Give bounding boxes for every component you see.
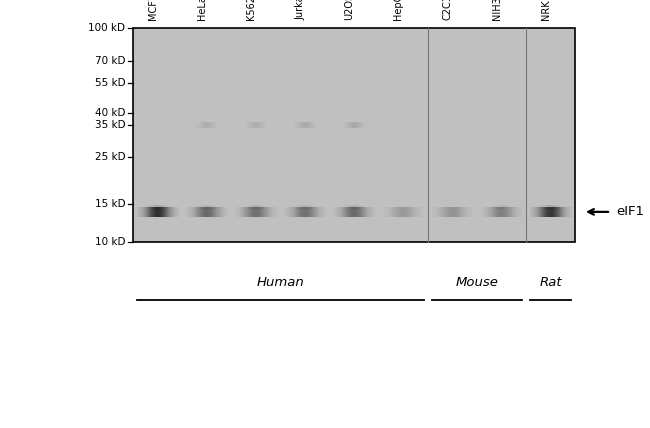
Bar [133, 28, 575, 242]
Text: Jurkat: Jurkat [295, 0, 305, 20]
Text: 100 kD: 100 kD [88, 23, 125, 33]
Text: K562: K562 [246, 0, 256, 20]
Text: NRK: NRK [541, 0, 551, 20]
Text: C2C12: C2C12 [443, 0, 452, 20]
Text: HepG2: HepG2 [393, 0, 404, 20]
Text: NIH3T3: NIH3T3 [491, 0, 502, 20]
Text: 35 kD: 35 kD [95, 120, 125, 131]
Text: Rat: Rat [540, 276, 562, 289]
Text: 40 kD: 40 kD [95, 108, 125, 118]
Text: 70 kD: 70 kD [95, 56, 125, 66]
Text: eIF1: eIF1 [616, 205, 644, 218]
Text: 25 kD: 25 kD [95, 152, 125, 162]
Text: 15 kD: 15 kD [95, 199, 125, 209]
Text: 55 kD: 55 kD [95, 78, 125, 89]
Text: Mouse: Mouse [456, 276, 499, 289]
Text: HeLa: HeLa [197, 0, 207, 20]
Text: Human: Human [257, 276, 304, 289]
Text: U2OS: U2OS [344, 0, 354, 20]
Text: MCF7: MCF7 [148, 0, 158, 20]
Text: 10 kD: 10 kD [95, 237, 125, 247]
